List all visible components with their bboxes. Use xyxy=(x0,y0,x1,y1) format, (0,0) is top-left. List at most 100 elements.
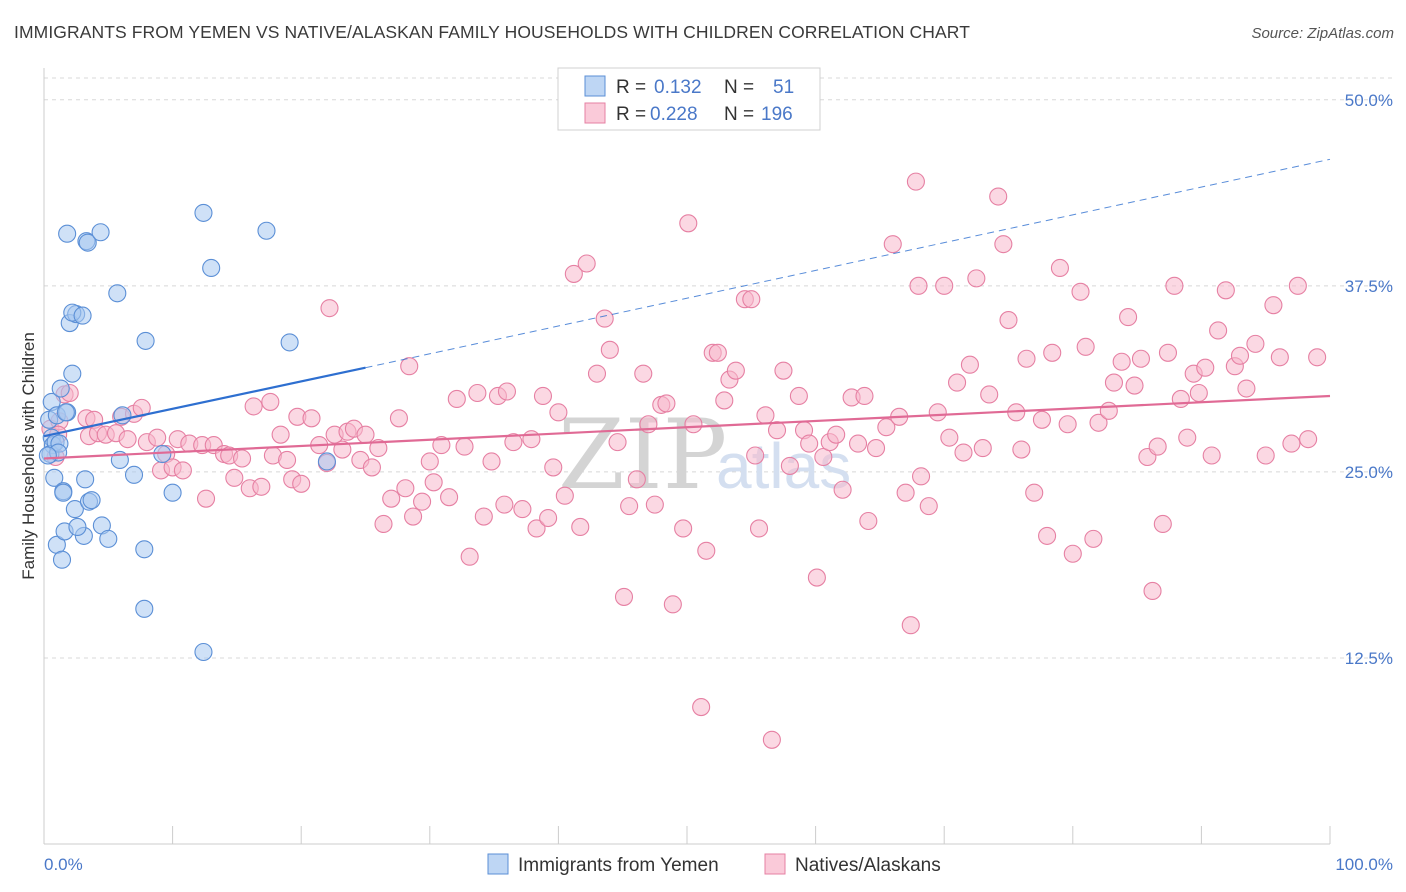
natives-point-51 xyxy=(362,458,381,477)
natives-point-25 xyxy=(196,489,216,508)
natives-point-138 xyxy=(935,276,954,295)
natives-point-165 xyxy=(1112,352,1131,371)
natives-point-94 xyxy=(645,495,664,514)
natives-point-99 xyxy=(679,214,698,233)
natives-point-159 xyxy=(1071,282,1090,301)
natives-point-173 xyxy=(1158,343,1178,362)
legend-r-label-yemen: R = xyxy=(616,77,646,98)
yemen-point-40 xyxy=(135,599,154,618)
natives-point-102 xyxy=(697,541,716,560)
yemen-point-50 xyxy=(68,517,87,537)
natives-point-193 xyxy=(1308,348,1327,367)
natives-point-186 xyxy=(1246,334,1265,353)
trend-lines xyxy=(43,158,1331,460)
x-tick-label-min: 0.0% xyxy=(44,855,83,874)
yemen-point-18 xyxy=(78,233,97,252)
natives-point-161 xyxy=(1084,529,1103,548)
yemen-point-32 xyxy=(76,470,95,489)
natives-point-166 xyxy=(1119,308,1138,327)
natives-point-192 xyxy=(1299,430,1318,449)
natives-point-82 xyxy=(564,264,583,283)
yemen-point-23 xyxy=(202,258,221,278)
natives-point-36 xyxy=(271,425,290,444)
legend-r-value-natives: 0.228 xyxy=(650,104,698,125)
natives-point-178 xyxy=(1189,383,1208,403)
natives-point-57 xyxy=(400,357,419,376)
natives-point-50 xyxy=(356,425,375,444)
yemen-point-9 xyxy=(51,379,70,398)
natives-point-187 xyxy=(1256,446,1275,465)
yemen-point-24 xyxy=(257,221,276,240)
yemen-point-25 xyxy=(280,333,299,352)
natives-point-191 xyxy=(1288,276,1307,295)
natives-point-157 xyxy=(1058,415,1077,434)
yemen-point-39 xyxy=(135,540,154,559)
natives-point-154 xyxy=(1038,526,1057,545)
natives-point-76 xyxy=(527,519,546,538)
natives-point-171 xyxy=(1148,437,1167,456)
natives-point-155 xyxy=(1043,343,1062,362)
natives-point-100 xyxy=(684,415,703,434)
natives-point-125 xyxy=(848,434,868,453)
natives-point-135 xyxy=(912,467,931,486)
natives-point-112 xyxy=(762,730,781,749)
natives-point-69 xyxy=(482,452,501,471)
natives-point-75 xyxy=(522,430,541,449)
natives-point-142 xyxy=(960,355,979,374)
natives-point-13 xyxy=(118,430,137,449)
yemen-point-27 xyxy=(52,550,72,569)
natives-point-168 xyxy=(1131,349,1151,368)
natives-point-144 xyxy=(973,439,992,458)
legend-n-label-yemen: N = xyxy=(724,77,754,98)
y-axis-label: Family Households with Children xyxy=(19,332,38,580)
natives-point-151 xyxy=(1017,349,1036,368)
natives-point-184 xyxy=(1230,346,1250,365)
natives-point-137 xyxy=(928,403,947,422)
natives-point-85 xyxy=(587,364,607,383)
y-tick-label-1: 25.0% xyxy=(1345,463,1393,482)
legend-r-label-natives: R = xyxy=(616,104,646,125)
natives-point-96 xyxy=(657,394,676,413)
natives-point-146 xyxy=(989,187,1008,206)
bottom-legend-label-yemen: Immigrants from Yemen xyxy=(518,855,719,876)
natives-point-126 xyxy=(855,386,874,406)
bottom-legend: Immigrants from Yemen Natives/Alaskans xyxy=(487,853,941,876)
yemen-point-44 xyxy=(317,452,336,471)
chart-source: Source: ZipAtlas.com xyxy=(1251,25,1394,42)
natives-point-54 xyxy=(382,489,401,508)
natives-point-101 xyxy=(692,698,711,717)
natives-point-52 xyxy=(369,439,388,458)
natives-point-78 xyxy=(539,508,558,528)
yemen-trend-line xyxy=(43,366,366,438)
chart-title: IMMIGRANTS FROM YEMEN VS NATIVE/ALASKAN … xyxy=(14,22,970,42)
natives-point-167 xyxy=(1125,376,1144,395)
bottom-legend-swatch-natives xyxy=(764,853,786,875)
legend-r-value-yemen: 0.132 xyxy=(654,77,702,98)
yemen-point-38 xyxy=(124,465,144,484)
natives-point-79 xyxy=(544,458,563,477)
natives-point-122 xyxy=(827,425,846,444)
natives-point-147 xyxy=(994,235,1013,254)
natives-point-118 xyxy=(800,434,819,453)
natives-point-86 xyxy=(595,309,614,328)
natives-point-84 xyxy=(577,254,596,273)
natives-point-64 xyxy=(447,389,466,409)
natives-trend-line xyxy=(43,394,1331,460)
natives-point-62 xyxy=(432,436,451,455)
natives-point-56 xyxy=(396,479,415,498)
natives-point-88 xyxy=(608,433,627,452)
natives-point-162 xyxy=(1089,413,1108,432)
natives-point-120 xyxy=(814,447,833,467)
natives-point-65 xyxy=(455,437,474,456)
yemen-point-20 xyxy=(108,284,127,303)
x-tick-label-max: 100.0% xyxy=(1335,855,1393,874)
legend-swatch-yemen xyxy=(584,75,606,97)
natives-point-58 xyxy=(404,507,423,526)
natives-point-172 xyxy=(1153,514,1172,534)
natives-point-128 xyxy=(866,439,886,458)
yemen-point-30 xyxy=(65,500,84,519)
natives-point-40 xyxy=(292,474,311,493)
yemen-point-15 xyxy=(73,306,92,325)
natives-point-152 xyxy=(1025,483,1044,502)
